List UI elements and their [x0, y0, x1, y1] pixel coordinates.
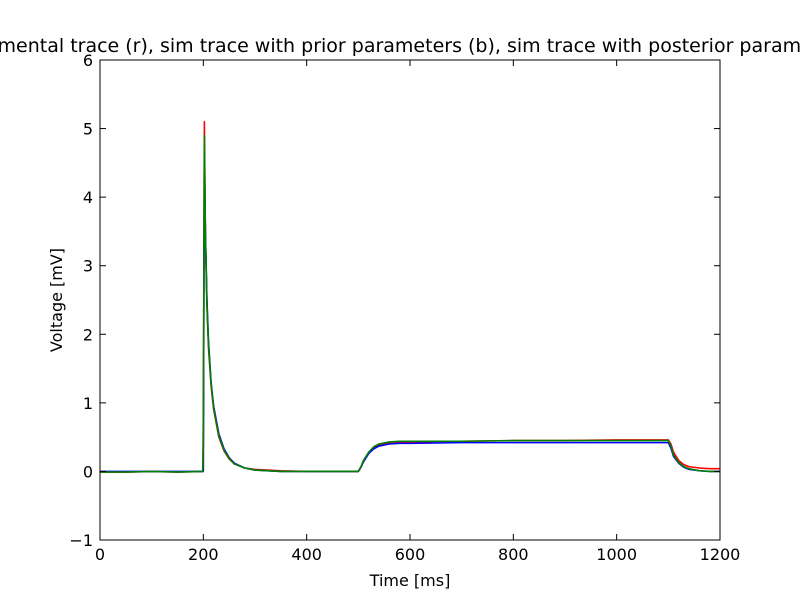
x-tick-label: 200 [188, 545, 219, 564]
y-tick-label: 0 [83, 462, 93, 481]
x-tick-label: 1000 [596, 545, 637, 564]
series-line-3 [100, 134, 720, 473]
x-tick-label: 400 [291, 545, 322, 564]
x-tick-label: 600 [395, 545, 426, 564]
y-tick-label: 3 [83, 257, 93, 276]
x-tick-label: 0 [95, 545, 105, 564]
y-axis-label: Voltage [mV] [47, 248, 66, 352]
y-tick-label: −1 [69, 531, 93, 550]
series-layer [100, 120, 720, 473]
x-axis-label: Time [ms] [369, 571, 451, 590]
x-tick-label: 1200 [700, 545, 741, 564]
y-tick-label: 6 [83, 51, 93, 70]
y-tick-label: 1 [83, 394, 93, 413]
plot-area [100, 60, 720, 540]
y-tick-label: 4 [83, 188, 93, 207]
y-tick-label: 2 [83, 325, 93, 344]
x-tick-label: 800 [498, 545, 529, 564]
y-tick-label: 5 [83, 120, 93, 139]
chart-title: Experimental trace (r), sim trace with p… [0, 35, 800, 57]
